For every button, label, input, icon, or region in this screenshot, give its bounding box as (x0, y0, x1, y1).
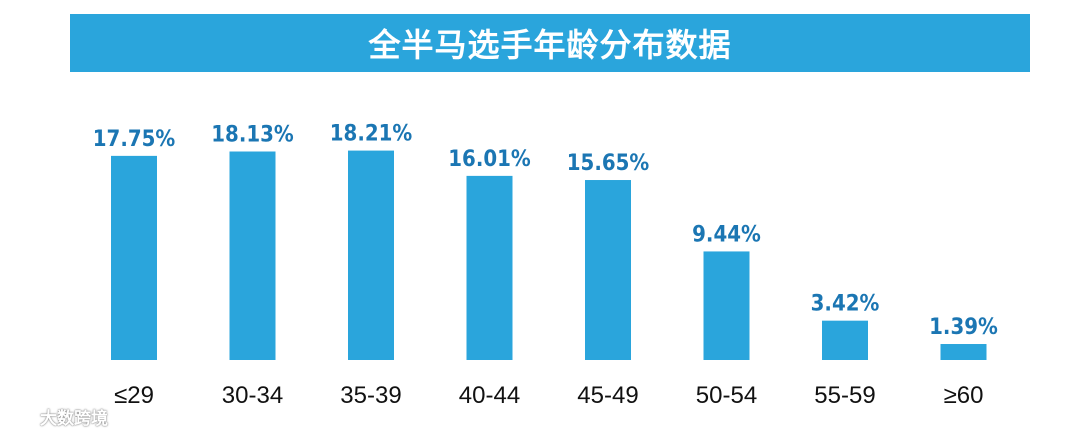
category-label-4: 45-49 (577, 382, 638, 409)
bar-5 (703, 251, 750, 360)
category-label-2: 35-39 (340, 382, 401, 409)
category-labels-layer: ≤29 30-34 35-39 40-44 45-49 50-54 55-59 ≥60 (114, 382, 983, 409)
title-banner: 全半马选手年龄分布数据 (70, 14, 1030, 72)
category-label-3: 40-44 (459, 382, 520, 409)
bar-1 (229, 151, 276, 360)
watermark: 大数跨境 (8, 404, 108, 429)
bar-3 (466, 175, 513, 360)
bar-0 (111, 155, 157, 360)
bar-2 (348, 150, 394, 360)
bar-6 (822, 320, 868, 360)
title-banner-background (70, 14, 1030, 72)
value-label-0: 17.75% (93, 127, 176, 152)
bar-7 (940, 344, 987, 360)
category-label-7: ≥60 (944, 382, 984, 409)
value-label-4: 15.65% (567, 151, 650, 176)
dashuju-logo-icon (8, 406, 34, 427)
value-label-7: 1.39% (929, 315, 998, 340)
chart-title: 全半马选手年龄分布数据 (368, 26, 732, 64)
value-label-6: 3.42% (811, 292, 880, 317)
watermark-text: 大数跨境 (40, 409, 108, 429)
category-label-5: 50-54 (696, 382, 757, 409)
bars-layer (111, 150, 987, 360)
value-label-2: 18.21% (330, 122, 413, 147)
value-label-3: 16.01% (448, 147, 531, 172)
value-labels-layer: 17.75% 18.13% 18.21% 16.01% 15.65% 9.44% 3.42%… (93, 122, 998, 340)
bar-4 (585, 180, 631, 360)
value-label-1: 18.13% (211, 123, 294, 148)
value-label-5: 9.44% (692, 222, 761, 247)
category-label-6: 55-59 (814, 382, 875, 409)
category-label-1: 30-34 (222, 382, 283, 409)
category-label-0: ≤29 (114, 382, 154, 409)
